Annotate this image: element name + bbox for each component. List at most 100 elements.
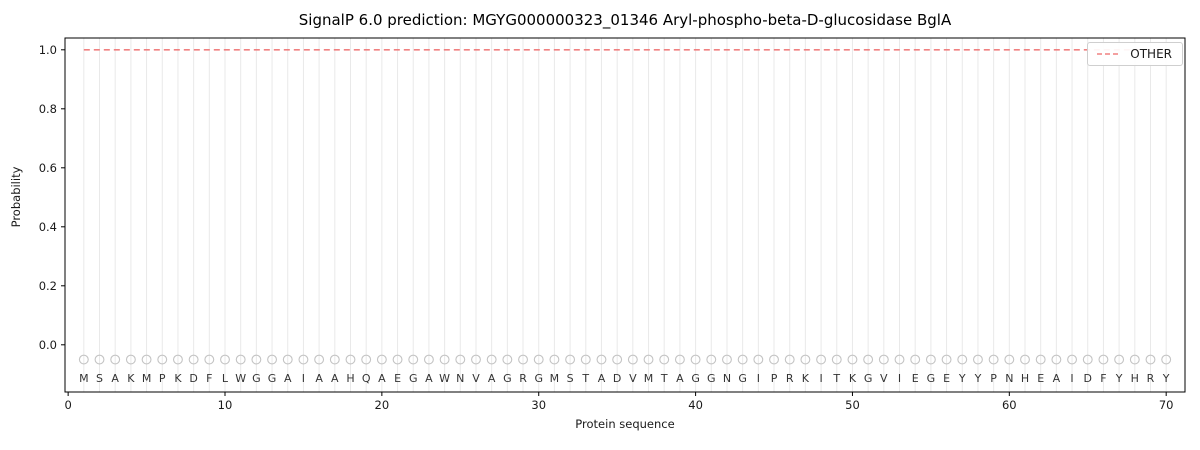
residue-letter: A [315, 372, 323, 385]
residue-letter: F [1100, 372, 1106, 385]
residue-letter: G [268, 372, 277, 385]
residue-letter: P [159, 372, 166, 385]
residue-marker [596, 354, 607, 365]
residue-marker [502, 354, 513, 365]
residue-letter: G [503, 372, 512, 385]
residue-marker [706, 354, 717, 365]
residue-marker [910, 354, 921, 365]
residue-letter: A [111, 372, 119, 385]
residue-letter: A [284, 372, 292, 385]
residue-letter: N [723, 372, 731, 385]
residue-letter: A [676, 372, 684, 385]
y-tick-label: 0.0 [39, 338, 57, 352]
residue-letter: E [912, 372, 919, 385]
residue-marker [533, 354, 544, 365]
residue-marker [941, 354, 952, 365]
legend: OTHER [1087, 42, 1183, 66]
residue-letter: S [567, 372, 574, 385]
chart-title: SignalP 6.0 prediction: MGYG000000323_01… [298, 11, 952, 29]
residue-letter: I [1070, 372, 1073, 385]
residue-letter: P [990, 372, 997, 385]
residue-letter: N [456, 372, 464, 385]
residue-marker [925, 354, 936, 365]
y-tick-label: 1.0 [39, 43, 57, 57]
residue-letter: V [880, 372, 888, 385]
residue-letter: V [472, 372, 480, 385]
residue-marker [141, 354, 152, 365]
residue-marker [1082, 354, 1093, 365]
legend-label: OTHER [1130, 47, 1172, 61]
residue-letter: G [691, 372, 700, 385]
residue-letter: E [943, 372, 950, 385]
residue-marker [627, 354, 638, 365]
residue-letter: D [1084, 372, 1092, 385]
y-tick-label: 0.2 [39, 279, 57, 293]
residue-marker [847, 354, 858, 365]
residue-letter: G [738, 372, 747, 385]
residue-letter: K [802, 372, 810, 385]
residue-marker [392, 354, 403, 365]
residue-marker [282, 354, 293, 365]
residue-marker [831, 354, 842, 365]
residue-letter: A [488, 372, 496, 385]
residue-marker [816, 354, 827, 365]
residue-letter: K [174, 372, 182, 385]
residue-letter: T [832, 372, 840, 385]
residue-letter: H [1021, 372, 1029, 385]
residue-marker [674, 354, 685, 365]
residue-letter: A [331, 372, 339, 385]
residue-marker [251, 354, 262, 365]
residue-marker [580, 354, 591, 365]
residue-marker [298, 354, 309, 365]
residue-letter: Y [958, 372, 966, 385]
residue-letter: M [79, 372, 89, 385]
residue-marker [172, 354, 183, 365]
residue-letter: R [786, 372, 794, 385]
residue-marker [204, 354, 215, 365]
residue-letter: V [629, 372, 637, 385]
residue-marker [188, 354, 199, 365]
residue-marker [894, 354, 905, 365]
residue-marker [1004, 354, 1015, 365]
residue-marker [518, 354, 528, 365]
residue-marker [737, 354, 748, 365]
residue-letter: A [425, 372, 433, 385]
residue-letter: W [235, 372, 246, 385]
residue-marker [1114, 354, 1125, 365]
residue-letter: G [252, 372, 261, 385]
residue-letter: D [189, 372, 197, 385]
residue-letter: M [550, 372, 560, 385]
residue-marker [1161, 354, 1172, 365]
x-tick-label: 0 [64, 398, 71, 412]
residue-letter: K [849, 372, 857, 385]
residue-marker [314, 354, 325, 365]
residue-letter: L [222, 372, 229, 385]
residue-marker [612, 354, 623, 365]
y-tick-label: 0.6 [39, 161, 57, 175]
residue-marker [659, 354, 670, 365]
residue-letter: N [1005, 372, 1013, 385]
residue-marker [157, 354, 168, 365]
residue-marker [1145, 354, 1156, 365]
y-axis-label: Probability [9, 166, 23, 228]
residue-letter: R [1147, 372, 1155, 385]
residue-letter: H [1131, 372, 1139, 385]
residue-marker [361, 354, 372, 365]
residue-letter: R [519, 372, 527, 385]
x-tick-label: 10 [218, 398, 233, 412]
residue-marker [267, 354, 278, 365]
residue-letter: M [644, 372, 654, 385]
residue-marker [972, 354, 983, 365]
residue-marker [125, 354, 136, 365]
residue-letter: K [127, 372, 135, 385]
residue-marker [235, 354, 246, 365]
residue-marker [376, 354, 387, 365]
residue-marker [800, 354, 811, 365]
residue-marker [439, 354, 450, 365]
residue-marker [423, 354, 434, 365]
residue-letter: I [302, 372, 305, 385]
residue-marker [565, 354, 576, 365]
residue-marker [1067, 354, 1078, 365]
residue-letter: E [1037, 372, 1044, 385]
residue-letter: G [707, 372, 716, 385]
